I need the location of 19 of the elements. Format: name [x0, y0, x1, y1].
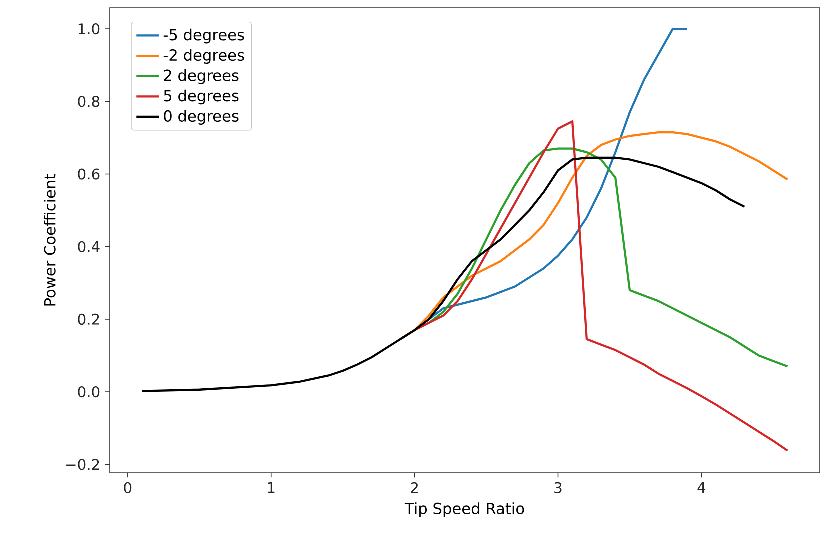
legend-label: -2 degrees: [164, 49, 244, 64]
y-tick-label: 0.8: [78, 96, 100, 108]
y-tick-label: 0.4: [78, 241, 100, 252]
y-tick-label: 0.0: [78, 386, 100, 398]
y-tick-label: −0.2: [66, 459, 100, 470]
y-tick-label: 0.2: [78, 314, 100, 325]
x-tick-label: 4: [698, 482, 706, 494]
x-tick-label: 1: [268, 482, 275, 494]
legend-label: 2 degrees: [164, 70, 239, 84]
x-tick-label: 3: [554, 482, 562, 494]
legend-label: 5 degrees: [164, 90, 239, 105]
y-tick-label: 1.0: [78, 24, 100, 35]
legend-label: -5 degrees: [164, 28, 244, 44]
legend-label: 0 degrees: [164, 110, 239, 125]
y-tick-label: 0.6: [78, 168, 100, 180]
y-axis-title: Power Coefficient: [44, 174, 56, 306]
x-tick-label: 2: [411, 482, 418, 494]
x-tick-label: 0: [124, 482, 132, 494]
x-axis-title: Tip Speed Ratio: [404, 502, 524, 518]
